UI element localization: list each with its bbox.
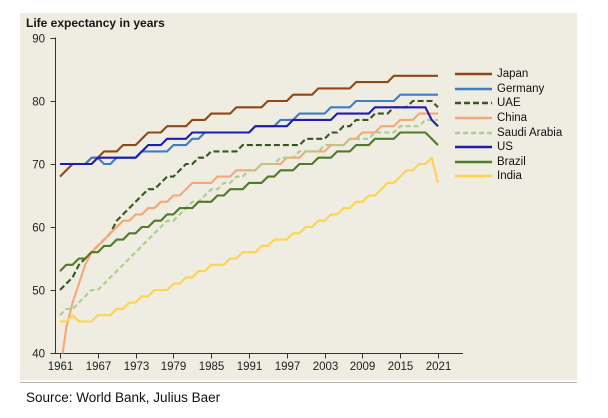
x-tick-label: 1979 [161, 361, 187, 373]
legend-item-japan: Japan [455, 67, 562, 82]
source-separator-line [20, 382, 577, 383]
legend-label-uae: UAE [497, 97, 521, 110]
legend-label-germany: Germany [497, 82, 545, 95]
legend-label-us: US [497, 141, 513, 154]
legend-item-germany: Germany [455, 82, 562, 97]
legend-item-saudi-arabia: Saudi Arabia [455, 125, 562, 140]
x-tick-label: 2015 [388, 361, 414, 373]
y-tick-label: 70 [32, 160, 45, 172]
x-tick-label: 1991 [237, 361, 263, 373]
y-tick-label: 40 [32, 349, 45, 361]
legend-item-china: China [455, 111, 562, 126]
y-tick-label: 60 [32, 223, 45, 235]
chart-title: Life expectancy in years [26, 16, 165, 30]
legend-swatch-japan [455, 73, 492, 76]
legend-swatch-uae [455, 102, 492, 105]
x-tick-label: 1961 [48, 361, 74, 373]
legend: Japan Germany UAE China Saudi Arabia US Brazil… [455, 67, 562, 184]
x-tick-label: 1985 [199, 361, 225, 373]
series-line-brazil [59, 131, 439, 272]
x-tick-label: 1967 [86, 361, 112, 373]
legend-label-saudi-arabia: Saudi Arabia [497, 126, 563, 139]
legend-label-brazil: Brazil [497, 155, 526, 168]
legend-item-us: US [455, 140, 562, 155]
series-line-india [60, 156, 440, 323]
series-line-germany [60, 93, 438, 166]
series-line-uae [59, 99, 439, 291]
legend-label-japan: Japan [497, 68, 529, 81]
legend-swatch-us [455, 146, 492, 149]
x-tick-label: 1973 [124, 361, 150, 373]
x-tick-label: 2009 [350, 361, 376, 373]
y-tick-label: 90 [32, 34, 45, 46]
y-tick-label: 50 [32, 286, 45, 298]
legend-swatch-saudi-arabia [455, 131, 492, 134]
x-tick-label: 2003 [313, 361, 339, 373]
legend-swatch-germany [455, 87, 492, 91]
x-tick-label: 1997 [275, 361, 301, 373]
legend-item-brazil: Brazil [455, 155, 562, 170]
x-tick-label: 2021 [426, 361, 452, 373]
legend-swatch-china [455, 116, 492, 120]
series-line-us [60, 106, 439, 166]
series-line-saudi-arabia [59, 118, 438, 316]
legend-swatch-brazil [455, 160, 492, 164]
legend-label-india: India [497, 170, 522, 183]
legend-item-uae: UAE [455, 96, 562, 111]
series-line-japan [59, 74, 438, 178]
legend-label-china: China [497, 112, 528, 125]
source-text: Source: World Bank, Julius Baer [26, 390, 221, 405]
legend-swatch-india [455, 175, 492, 178]
y-tick-label: 80 [32, 97, 45, 109]
legend-item-india: India [455, 169, 562, 184]
